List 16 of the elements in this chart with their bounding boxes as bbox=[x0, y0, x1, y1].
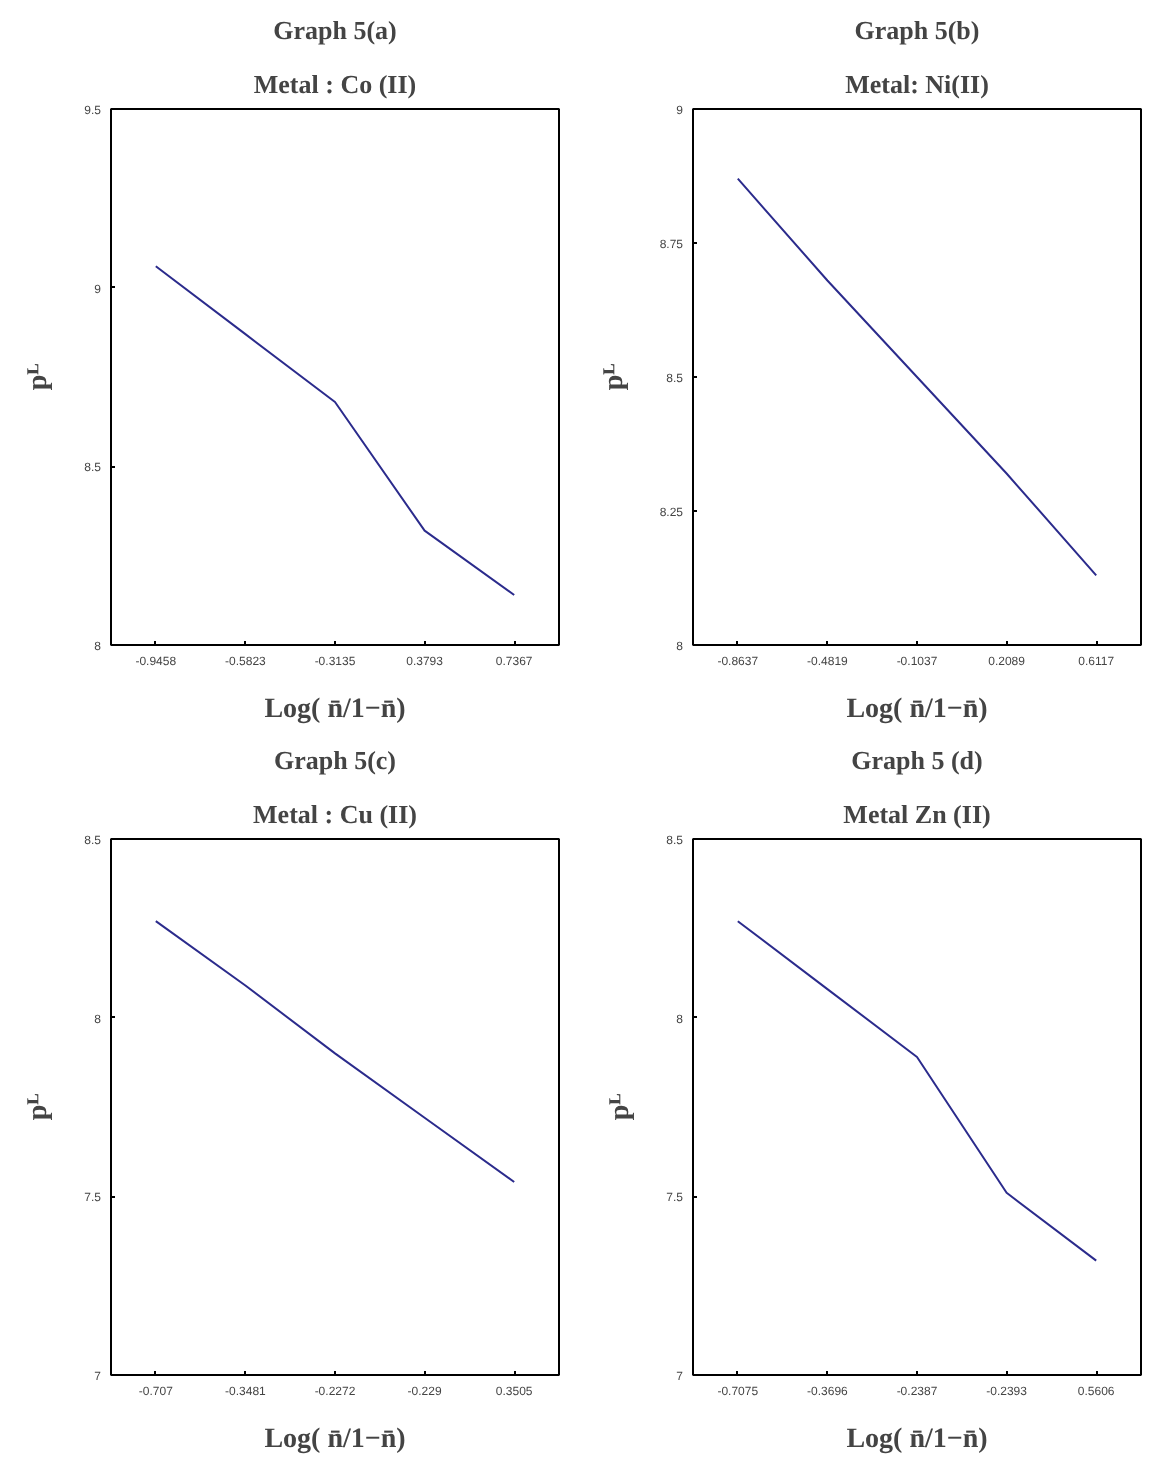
chart-title: Graph 5(c) bbox=[273, 745, 397, 775]
y-axis-title: pᴸ bbox=[599, 362, 630, 391]
chart-title: Graph 5(a) bbox=[273, 15, 397, 45]
y-axis-title: pᴸ bbox=[24, 1092, 55, 1121]
chart-subtitle: Metal : Co (II) bbox=[253, 69, 417, 99]
chart-subtitle: Metal: Ni(II) bbox=[845, 69, 989, 99]
x-axis-title: Log( n̄/1−n̄) bbox=[264, 695, 407, 725]
y-axis-title: pᴸ bbox=[606, 1092, 637, 1121]
x-axis-title: Log( n̄/1−n̄) bbox=[264, 1425, 407, 1455]
chart-title: Graph 5 (d) bbox=[851, 745, 983, 775]
x-axis-title: Log( n̄/1−n̄) bbox=[846, 1425, 989, 1455]
chart-subtitle: Metal Zn (II) bbox=[843, 799, 991, 829]
y-axis-title: pᴸ bbox=[24, 362, 55, 391]
chart-subtitle: Metal : Cu (II) bbox=[253, 799, 417, 829]
x-axis-title: Log( n̄/1−n̄) bbox=[846, 695, 989, 725]
chart-title: Graph 5(b) bbox=[854, 15, 980, 45]
